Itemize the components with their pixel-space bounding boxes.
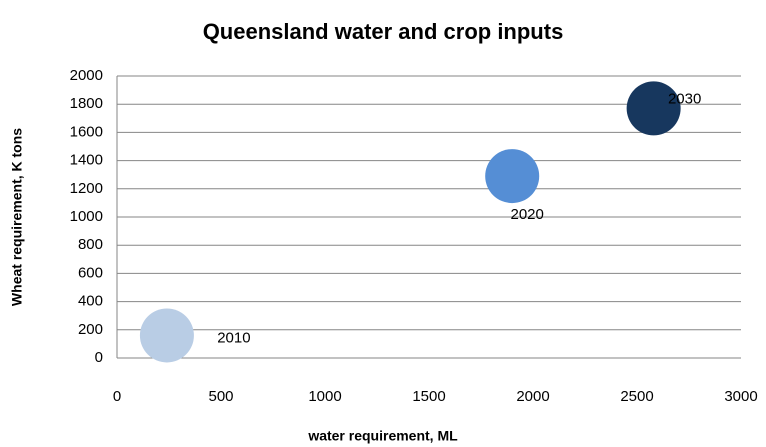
x-tick-label: 2000 [516,388,549,405]
data-label: 2020 [511,206,544,223]
y-tick-label: 1800 [70,95,103,112]
y-tick-label: 0 [95,349,103,366]
y-tick-label: 2000 [70,67,103,84]
x-axis-title: water requirement, ML [307,428,458,444]
y-tick-label: 1200 [70,180,103,197]
x-tick-label: 500 [208,388,233,405]
x-tick-label: 1500 [412,388,445,405]
x-tick-label: 3000 [724,388,757,405]
y-tick-label: 1600 [70,123,103,140]
x-tick-label: 1000 [308,388,341,405]
y-tick-label: 800 [78,236,103,253]
y-tick-label: 400 [78,293,103,310]
data-label: 2030 [668,90,701,107]
bubble [626,81,681,136]
y-tick-label: 600 [78,264,103,281]
y-tick-label: 1000 [70,208,103,225]
data-label: 2010 [217,329,250,346]
x-tick-label: 2500 [620,388,653,405]
x-tick-label: 0 [113,388,121,405]
chart-title: Queensland water and crop inputs [203,19,564,44]
y-axis-title: Wheat requirement, K tons [9,128,25,306]
bubble [485,149,540,204]
y-tick-label: 1400 [70,152,103,169]
bubble [139,308,194,363]
y-tick-label: 200 [78,321,103,338]
